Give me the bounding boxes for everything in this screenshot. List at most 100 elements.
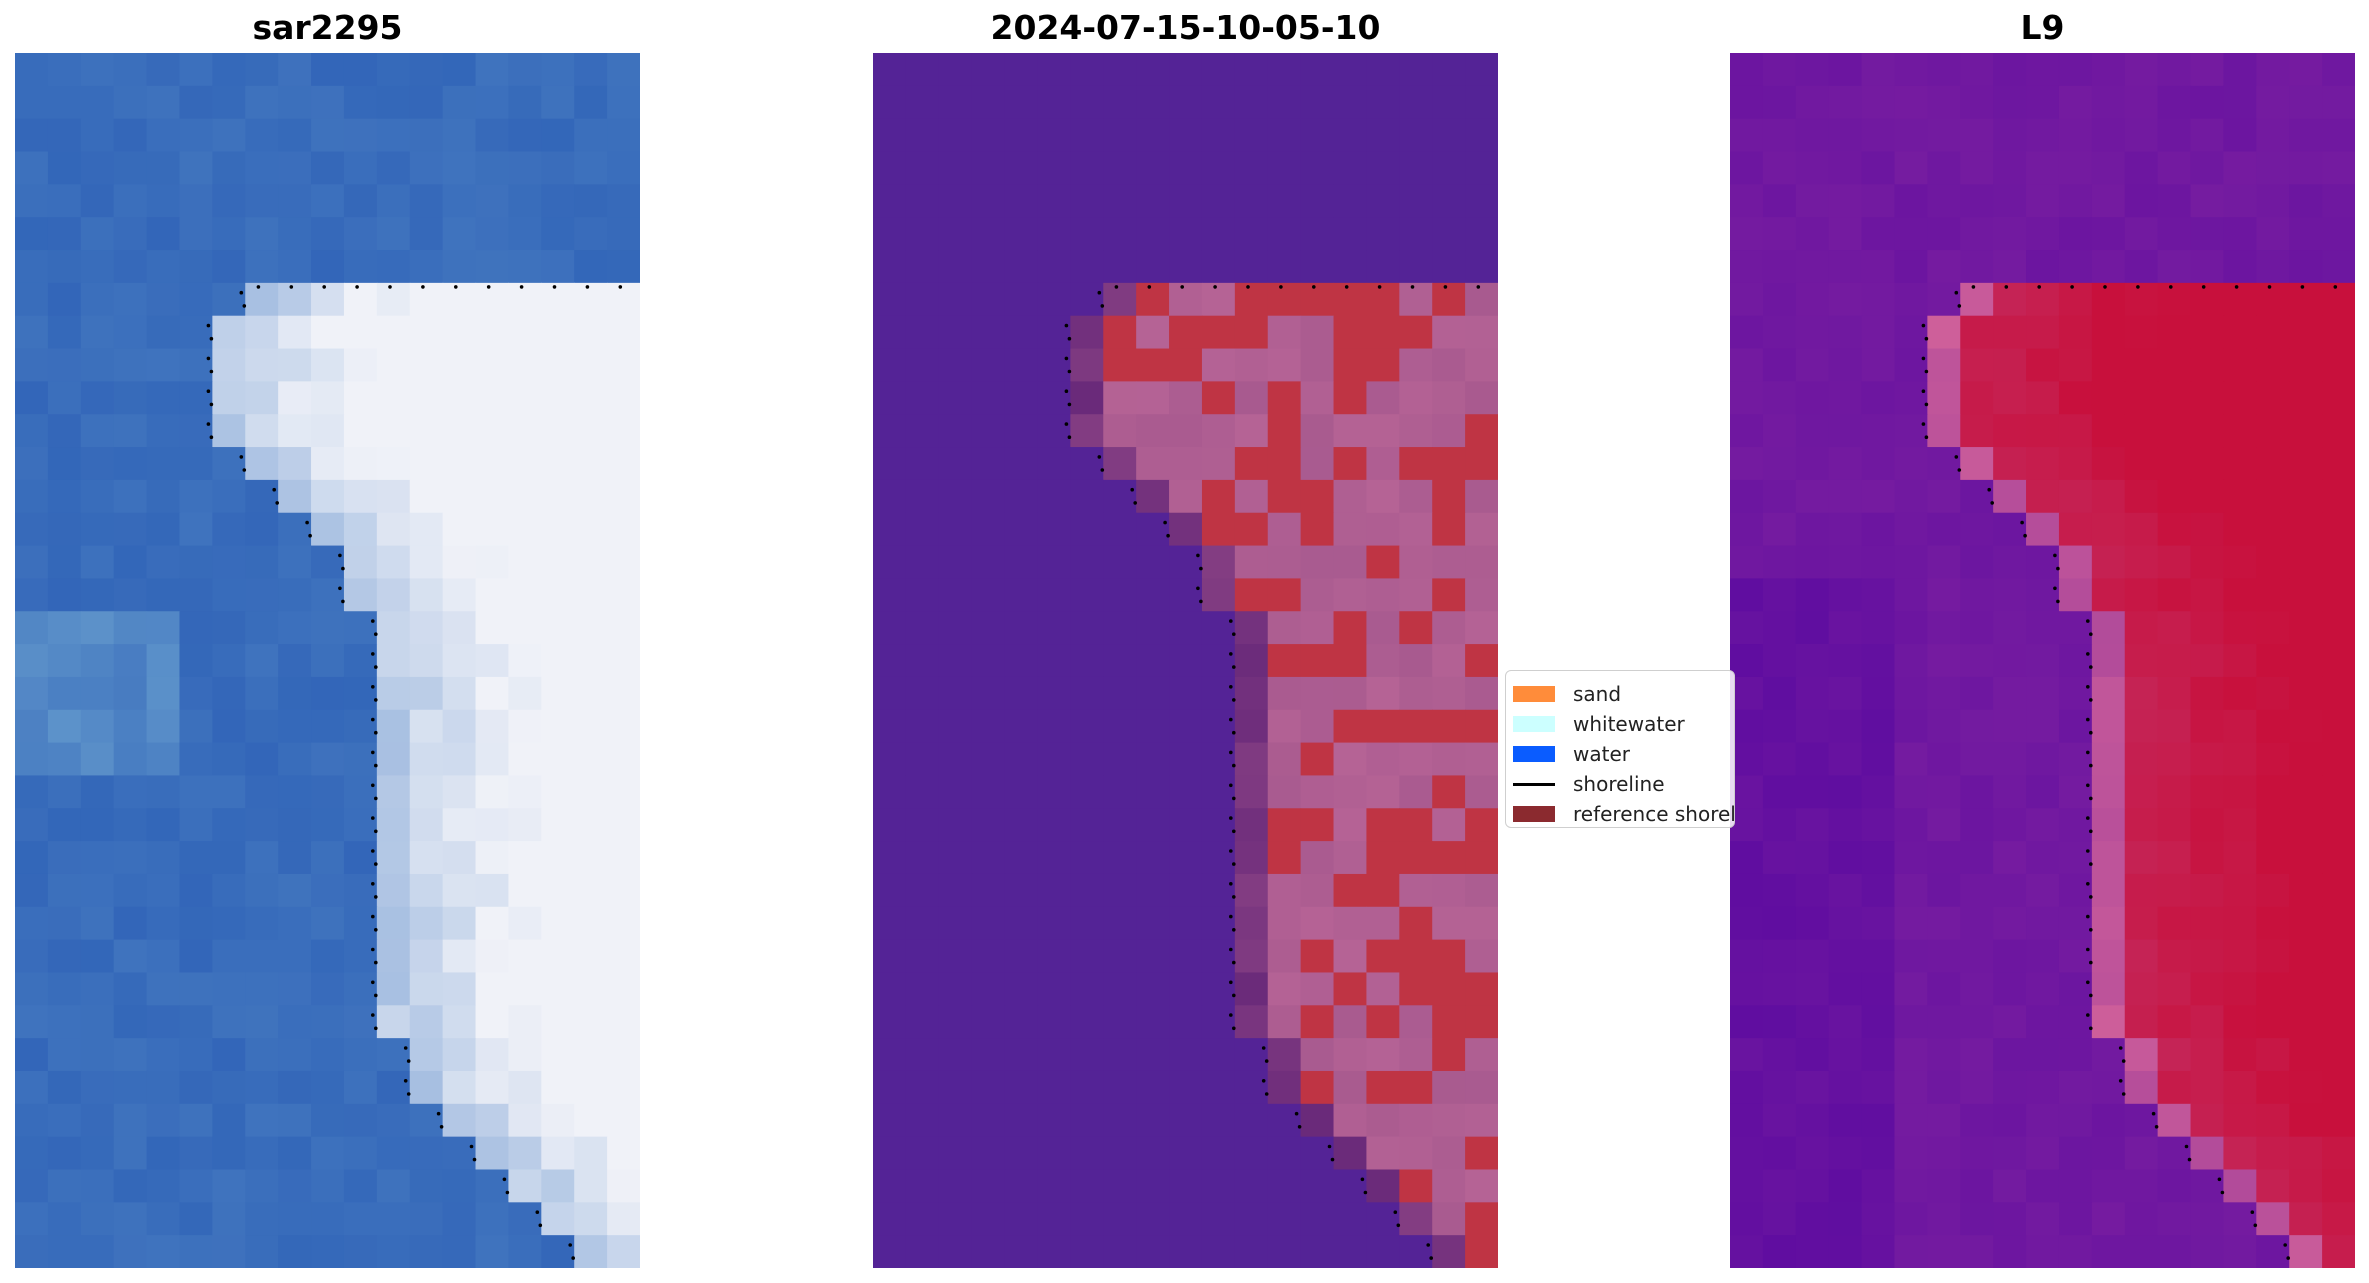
pixel-cell [409, 1038, 444, 1072]
pixel-cell [1993, 644, 2027, 678]
pixel-cell [508, 53, 542, 87]
pixel-cell [1762, 447, 1797, 481]
pixel-cell [1234, 348, 1269, 382]
pixel-cell [278, 1169, 312, 1203]
pixel-cell [1201, 742, 1236, 777]
pixel-cell [873, 348, 907, 382]
pixel-cell [80, 611, 115, 645]
pixel-cell [2124, 1235, 2159, 1268]
pixel-cell [1960, 348, 1994, 382]
shoreline-dot [1232, 730, 1236, 735]
pixel-cell [2223, 282, 2257, 317]
shoreline-dot [2086, 652, 2090, 656]
pixel-cell [1169, 512, 1203, 547]
pixel-cell [278, 512, 312, 547]
pixel-cell [607, 348, 640, 382]
pixel-cell [1267, 184, 1302, 218]
pixel-cell [343, 841, 378, 875]
shoreline-dot [275, 501, 280, 505]
pixel-cell [442, 1038, 477, 1072]
pixel-cell [2223, 381, 2257, 415]
pixel-cell [1762, 53, 1797, 87]
pixel-cell [1234, 644, 1269, 678]
pixel-cell [971, 906, 1006, 941]
pixel-cell [2190, 184, 2225, 218]
pixel-cell [1169, 939, 1203, 974]
pixel-cell [475, 841, 510, 875]
pixel-cell [1861, 676, 1896, 711]
pixel-cell [2223, 118, 2257, 153]
pixel-cell [2322, 972, 2355, 1006]
pixel-cell [1960, 1169, 1994, 1203]
pixel-cell [1465, 676, 1498, 711]
pixel-cell [245, 512, 279, 547]
pixel-cell [873, 479, 907, 514]
pixel-cell [2223, 53, 2257, 87]
pixel-cell [146, 151, 181, 185]
pixel-cell [179, 512, 213, 547]
pixel-cell [1762, 1038, 1797, 1072]
shoreline-dot [403, 1046, 408, 1050]
pixel-cell [1399, 578, 1433, 612]
pixel-cell [508, 381, 542, 415]
pixel-cell [1795, 118, 1830, 153]
pixel-cell [80, 512, 115, 547]
pixel-cell [1993, 1038, 2027, 1072]
pixel-cell [212, 1202, 246, 1236]
pixel-cell [541, 348, 575, 382]
pixel-cell [15, 873, 49, 908]
pixel-cell [1037, 578, 1071, 612]
pixel-cell [1762, 1169, 1797, 1203]
pixel-cell [1828, 282, 1863, 317]
pixel-cell [245, 53, 279, 87]
pixel-cell [2289, 250, 2323, 284]
pixel-cell [146, 348, 181, 382]
shoreline-dot [1064, 389, 1069, 394]
pixel-cell [1730, 545, 1764, 580]
pixel-cell [1762, 282, 1797, 317]
pixel-cell [2157, 644, 2192, 678]
pixel-cell [1070, 676, 1104, 711]
pixel-cell [1267, 348, 1302, 382]
pixel-cell [2026, 939, 2060, 974]
pixel-cell [905, 939, 940, 974]
pixel-cell [1103, 1169, 1137, 1203]
pixel-cell [2124, 676, 2159, 711]
shoreline-dot [1312, 285, 1316, 289]
pixel-cell [1993, 545, 2027, 580]
pixel-cell [1399, 381, 1433, 415]
pixel-cell [442, 85, 477, 120]
shoreline-dot [2333, 285, 2338, 289]
pixel-cell [1993, 479, 2027, 514]
pixel-cell [938, 118, 973, 153]
pixel-cell [574, 578, 608, 612]
pixel-cell [113, 381, 148, 415]
pixel-cell [574, 1038, 608, 1072]
pixel-cell [1432, 512, 1466, 547]
pixel-cell [2026, 709, 2060, 744]
pixel-cell [1366, 53, 1400, 87]
pixel-cell [343, 611, 378, 645]
pixel-cell [1267, 1202, 1302, 1236]
pixel-cell [113, 1235, 148, 1268]
pixel-cell [1201, 217, 1236, 251]
pixel-cell [179, 1070, 213, 1105]
shoreline-dot [505, 1190, 510, 1195]
pixel-cell [179, 1169, 213, 1203]
pixel-cell [1201, 1202, 1236, 1236]
pixel-cell [1993, 906, 2027, 941]
pixel-cell [938, 676, 973, 711]
pixel-cell [113, 611, 148, 645]
pixel-cell [245, 1005, 279, 1039]
pixel-cell [311, 1202, 345, 1236]
pixel-cell [80, 644, 115, 678]
pixel-cell [2190, 217, 2225, 251]
pixel-cell [146, 578, 181, 612]
pixel-cell [905, 611, 940, 645]
pixel-cell [442, 282, 477, 317]
pixel-cell [179, 644, 213, 678]
pixel-cell [1762, 578, 1797, 612]
shoreline-dot [439, 1125, 444, 1129]
pixel-cell [146, 282, 181, 317]
shoreline-dot [2089, 665, 2093, 669]
